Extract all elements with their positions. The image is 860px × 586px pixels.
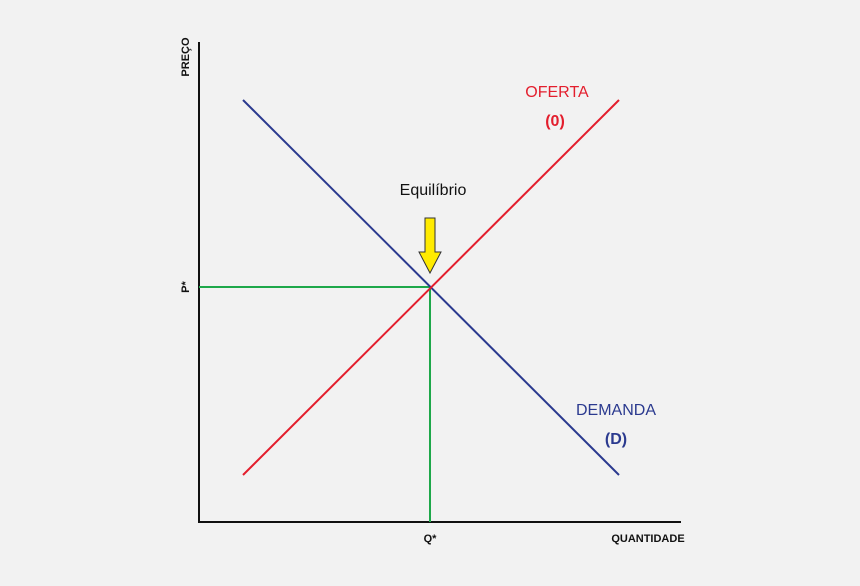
y-axis-label: PREÇO bbox=[180, 37, 192, 77]
p-star-label: P* bbox=[180, 280, 192, 292]
demand-symbol: (D) bbox=[605, 431, 627, 448]
supply-symbol: (0) bbox=[545, 113, 565, 130]
x-axis-label: QUANTIDADE bbox=[611, 533, 684, 545]
demand-label: DEMANDA bbox=[576, 402, 656, 419]
equilibrium-arrow bbox=[418, 217, 442, 275]
supply-label: OFERTA bbox=[525, 84, 589, 101]
supply-line bbox=[242, 99, 620, 476]
equilibrium-label: Equilíbrio bbox=[400, 182, 467, 199]
q-star-label: Q* bbox=[424, 533, 438, 545]
